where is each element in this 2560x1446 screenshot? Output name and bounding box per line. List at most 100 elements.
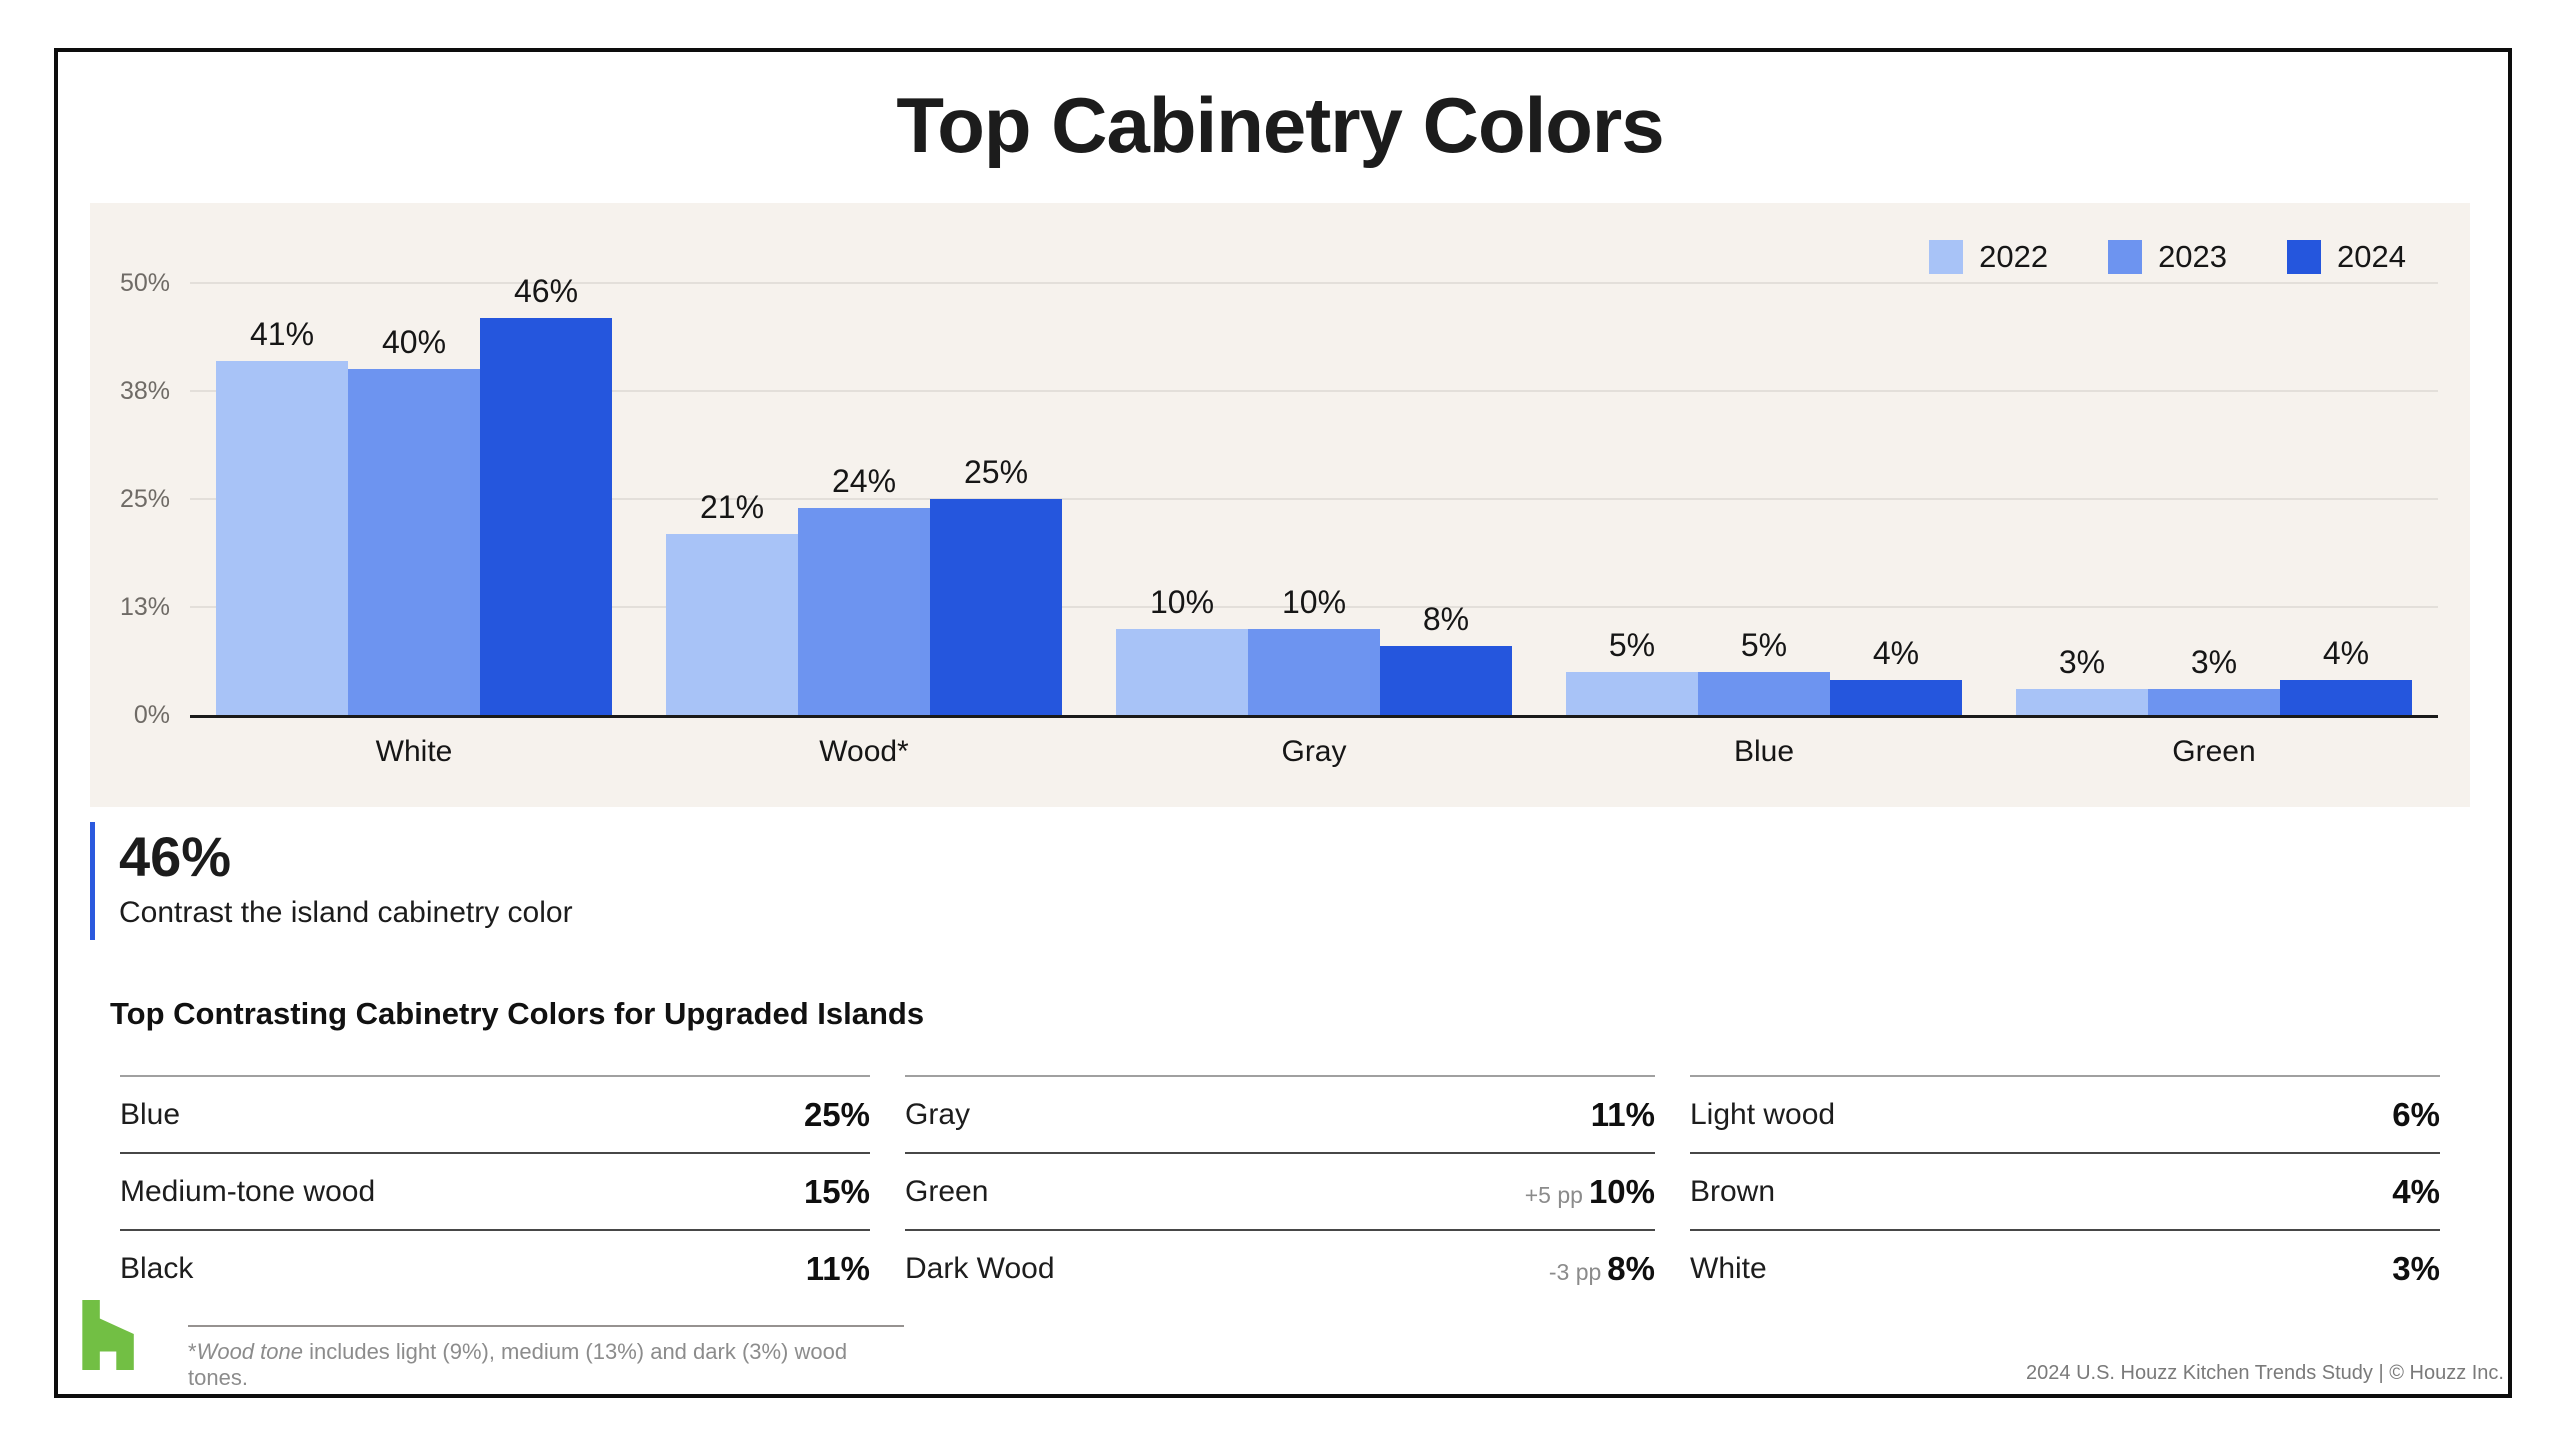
table-row: Brown 4% (1690, 1152, 2440, 1229)
bar-value-label: 3% (2190, 644, 2238, 681)
callout-value: 46% (119, 825, 232, 888)
row-value-group: 6% (2392, 1096, 2440, 1134)
footnote-term: Wood tone (196, 1339, 303, 1364)
bar-column: 46% (480, 273, 612, 715)
bar-2022 (666, 533, 798, 715)
table-row: Blue 25% (120, 1075, 870, 1152)
bar-2024 (930, 499, 1062, 715)
bar-2022 (1116, 628, 1248, 715)
y-tick-label: 38% (119, 377, 170, 405)
callout-text: Contrast the island cabinetry color (119, 895, 573, 929)
bar-2022 (216, 360, 348, 715)
islands-column: Light wood 6% Brown 4% White 3% (1690, 1075, 2440, 1306)
islands-column: Gray 11% Green +5 pp 10% Dark Wood -3 pp 8% (905, 1075, 1655, 1306)
category-label: White (375, 735, 453, 768)
bar-value-label: 3% (2058, 644, 2106, 681)
bar-value-label: 5% (1608, 626, 1656, 663)
table-row: Gray 11% (905, 1075, 1655, 1152)
bar-column: 41% (216, 316, 348, 715)
gridline (190, 282, 2438, 284)
footnote-rest: includes light (9%), medium (13%) and da… (188, 1339, 848, 1390)
row-value: 11% (1590, 1095, 1655, 1133)
bar-column: 24% (798, 463, 930, 715)
row-label: White (1690, 1251, 1767, 1285)
category-label: Green (2172, 735, 2256, 768)
bar-value-label: 25% (963, 454, 1029, 490)
row-value-group: 11% (1591, 1096, 1655, 1134)
legend-swatch (2108, 240, 2143, 274)
gridline (190, 606, 2438, 608)
bar-column: 10% (1116, 584, 1248, 715)
row-label: Medium-tone wood (120, 1174, 376, 1208)
bar-column: 5% (1698, 627, 1830, 715)
bar-2024 (1830, 680, 1962, 715)
row-label: Gray (905, 1097, 971, 1131)
bar-2023 (1248, 628, 1380, 715)
legend-item: 2023 (2108, 239, 2227, 275)
category-label: Wood* (819, 735, 909, 768)
footnote: *Wood tone includes light (9%), medium (… (188, 1325, 904, 1391)
row-label: Green (905, 1174, 989, 1208)
bar-column: 25% (930, 454, 1062, 715)
bar-group: 21% 24% 25% (666, 454, 1062, 715)
category-label: Blue (1733, 735, 1795, 768)
islands-table: Blue 25% Medium-tone wood 15% Black 11% Gray 11… (120, 1075, 2440, 1306)
bar-column: 3% (2148, 644, 2280, 715)
bar-2023 (798, 507, 930, 715)
bar-value-label: 4% (2322, 635, 2370, 672)
bar-value-label: 8% (1422, 600, 1470, 637)
bar-2023 (348, 369, 480, 715)
row-value: 10% (1588, 1172, 1655, 1210)
bar-column: 40% (348, 324, 480, 715)
row-value-group: 25% (804, 1096, 870, 1134)
gridline (190, 390, 2438, 392)
bar-value-label: 5% (1740, 626, 1788, 663)
row-value: 6% (2392, 1095, 2440, 1133)
table-row: White 3% (1690, 1229, 2440, 1306)
bar-value-label: 21% (699, 488, 765, 525)
bar-column: 4% (2280, 635, 2412, 715)
bar-column: 8% (1380, 601, 1512, 715)
legend-item: 2022 (1929, 239, 2048, 275)
table-row: Green +5 pp 10% (905, 1152, 1655, 1229)
bar-value-label: 41% (249, 315, 315, 352)
legend-swatch (2287, 240, 2322, 274)
houzz-logo-icon (82, 1300, 134, 1370)
bar-group: 5% 5% 4% (1566, 627, 1962, 715)
bar-2024 (480, 317, 612, 715)
bar-chart-panel: 2022 2023 2024 0% 13% 25% 38% 50% 41% 40% 46% Whit… (90, 203, 2470, 807)
islands-table-heading: Top Contrasting Cabinetry Colors for Upg… (110, 996, 925, 1031)
row-change-note: -3 pp (1548, 1258, 1602, 1285)
bar-column: 4% (1830, 635, 1962, 715)
y-tick-label: 50% (119, 269, 170, 297)
bar-column: 10% (1248, 584, 1380, 715)
row-label: Brown (1690, 1174, 1776, 1208)
y-tick-label: 0% (133, 701, 170, 729)
y-tick-label: 25% (119, 485, 170, 513)
row-label: Black (120, 1251, 194, 1285)
row-label: Light wood (1690, 1097, 1836, 1131)
category-label: Gray (1281, 735, 1347, 768)
row-label: Blue (120, 1097, 181, 1131)
bar-value-label: 10% (1149, 583, 1215, 620)
bar-2022 (1566, 671, 1698, 715)
legend-item: 2024 (2287, 239, 2406, 275)
bar-2022 (2016, 689, 2148, 715)
row-value: 3% (2392, 1249, 2440, 1287)
row-value: 8% (1607, 1249, 1655, 1287)
footnote-marker: * (188, 1339, 197, 1364)
highlight-callout: 46% Contrast the island cabinetry color (90, 822, 573, 940)
bar-group: 3% 3% 4% (2016, 635, 2412, 715)
table-row: Light wood 6% (1690, 1075, 2440, 1152)
row-label: Dark Wood (905, 1251, 1055, 1285)
row-value: 4% (2392, 1172, 2440, 1210)
chart-legend: 2022 2023 2024 (1929, 239, 2406, 275)
gridline (190, 498, 2438, 500)
row-value-group: 15% (804, 1173, 870, 1211)
bar-column: 5% (1566, 627, 1698, 715)
bar-2023 (1698, 671, 1830, 715)
row-value: 11% (805, 1249, 870, 1287)
legend-swatch (1929, 240, 1964, 274)
y-tick-label: 13% (119, 593, 170, 621)
bar-value-label: 40% (381, 324, 447, 361)
